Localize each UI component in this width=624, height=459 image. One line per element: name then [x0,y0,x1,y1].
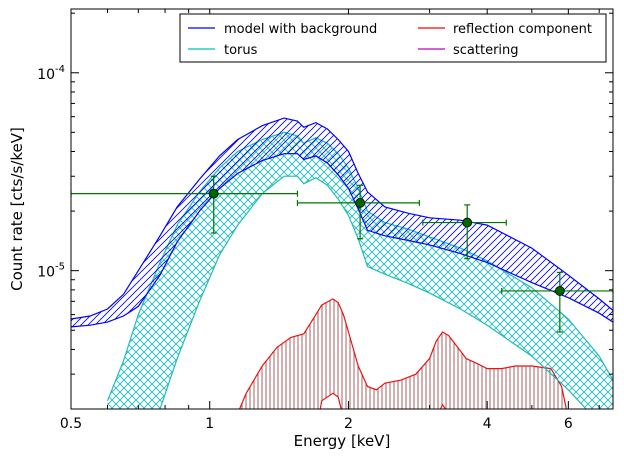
plot-frame [70,8,614,410]
data-point-1 [71,175,299,234]
data-point-4 [501,271,613,333]
data-point-marker [208,188,219,199]
model-band-fill [71,118,613,327]
reflection-band-fill [239,298,567,409]
reflection-band-upper [238,298,567,409]
y-tick-label: 10-5 [37,262,65,281]
data-point-2 [296,184,420,240]
x-tick-label: 0.5 [60,416,82,432]
legend-label-torus: torus [224,43,258,58]
data-point-marker [462,217,473,228]
legend-label-model: model with background [224,22,377,37]
axis-ticks [70,9,613,410]
data-point-marker [355,198,366,208]
legend-box [179,13,607,63]
x-tick-label: 4 [483,416,492,432]
legend: model with background reflection compone… [179,13,607,63]
data-point-marker [554,286,565,296]
data-point-3 [422,204,507,260]
y-tick-label: 10-4 [37,64,65,83]
x-tick-label: 6 [564,416,573,432]
torus-band-fill [107,132,613,409]
tick-labels: 0.5 1 2 4 6 10-5 10-4 [37,64,573,432]
x-axis-label: Energy [keV] [294,432,391,450]
x-tick-label: 2 [344,416,353,432]
y-axis-label: Count rate [cts/s/keV] [8,127,26,291]
plot-area [71,117,613,409]
torus-band-lower [158,175,587,409]
legend-label-scattering: scattering [453,43,519,58]
model-band-lower [71,153,613,328]
legend-label-reflection: reflection component [453,22,592,37]
x-tick-label: 1 [205,416,214,432]
